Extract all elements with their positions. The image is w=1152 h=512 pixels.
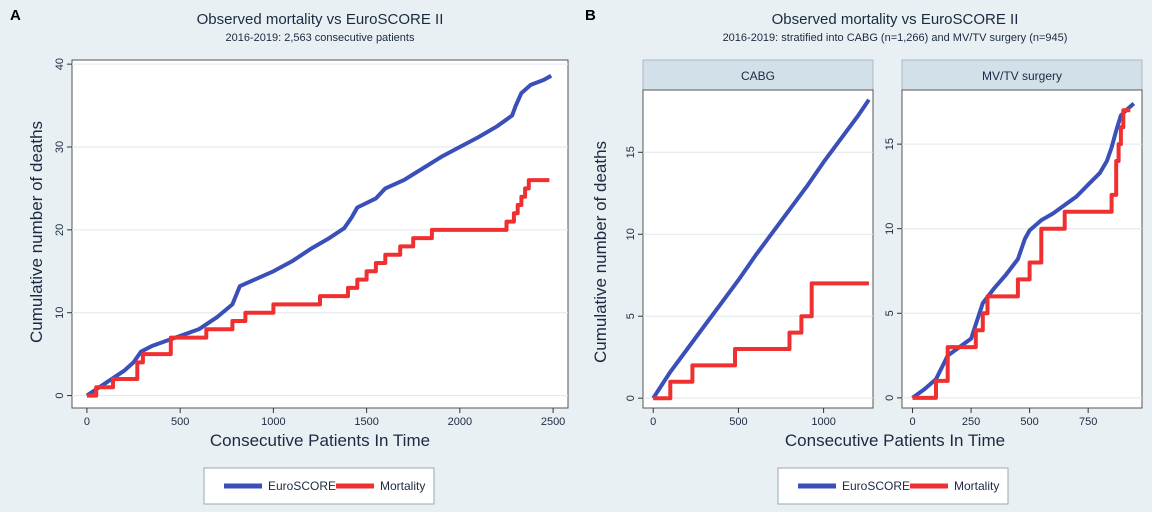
facet-mvtv-series-mortality (912, 108, 1131, 400)
chart-a-plot: 0 10 20 30 40 0 500 1000 1500 2000 2500 (54, 58, 569, 428)
facet-cabg-ytick-label-2: 10 (625, 228, 637, 240)
facet-mvtv-label: MV/TV surgery (982, 69, 1062, 83)
chart-b-legend-euroscore-label: EuroSCORE (842, 479, 910, 493)
chart-a-ytick-label-2: 20 (54, 224, 66, 236)
chart-a-legend-mortality-label: Mortality (380, 479, 425, 493)
facet-mvtv-xtick-label-0: 0 (909, 416, 915, 428)
facet-cabg-ytick-label-3: 15 (625, 146, 637, 158)
facet-cabg-strip (642, 59, 874, 91)
chart-a-series-euroscore (85, 73, 553, 398)
chart-a-ytick-label-3: 30 (54, 141, 66, 153)
chart-a-xtick-label-2: 1000 (261, 416, 285, 428)
chart-a-ylabel: Cumulative number of deaths (27, 121, 46, 343)
facet-mvtv-ytick-label-2: 10 (884, 223, 896, 235)
facet-cabg-xtick-label-2: 1000 (811, 416, 835, 428)
facet-cabg-ytick-label-1: 5 (625, 313, 637, 319)
chart-a-legend: EuroSCORE Mortality (203, 467, 435, 505)
facet-cabg-label: CABG (741, 69, 775, 83)
facet-cabg: CABG 0 5 10 15 0 500 1000 (625, 59, 874, 428)
facet-mvtv-xtick-label-3: 750 (1079, 416, 1097, 428)
chart-a-legend-euroscore-label: EuroSCORE (268, 479, 336, 493)
chart-a-ytick-label-4: 40 (54, 58, 66, 70)
chart-a-xtick-label-0: 0 (84, 416, 90, 428)
chart-a-xtick-label-1: 500 (171, 416, 189, 428)
facet-mvtv-ytick-label-3: 15 (884, 138, 896, 150)
facet-cabg-plot: 0 5 10 15 0 500 1000 (625, 89, 874, 428)
facet-mvtv: MV/TV surgery 0 5 10 15 0 250 500 750 (884, 59, 1143, 428)
chart-a-plot-area (71, 59, 569, 409)
facet-cabg-series-euroscore (651, 98, 871, 400)
chart-a-series-mortality (86, 178, 550, 398)
chart-a-ytick-label-1: 10 (54, 307, 66, 319)
chart-b-xlabel: Consecutive Patients In Time (785, 431, 1005, 450)
chart-b-subtitle: 2016-2019: stratified into CABG (n=1,266… (723, 32, 1068, 44)
facet-mvtv-strip (901, 59, 1143, 91)
facet-cabg-xtick-label-1: 500 (729, 416, 747, 428)
chart-b-legend-mortality-label: Mortality (954, 479, 999, 493)
facet-mvtv-xtick-label-1: 250 (962, 416, 980, 428)
panel-letter-a: A (10, 7, 21, 24)
chart-a-xtick-label-5: 2500 (541, 416, 565, 428)
panel-letter-b: B (585, 7, 596, 24)
chart-a-xlabel: Consecutive Patients In Time (210, 431, 430, 450)
chart-a-title: Observed mortality vs EuroSCORE II (197, 11, 444, 28)
chart-a-xtick-label-3: 1500 (354, 416, 378, 428)
chart-a-xtick-label-4: 2000 (448, 416, 472, 428)
facet-cabg-ytick-label-0: 0 (625, 395, 637, 401)
facet-cabg-xtick-label-0: 0 (650, 416, 656, 428)
chart-b-legend: EuroSCORE Mortality (777, 467, 1009, 505)
facet-mvtv-ytick-label-0: 0 (884, 395, 896, 401)
chart-a-subtitle: 2016-2019: 2,563 consecutive patients (226, 32, 415, 44)
chart-a-ytick-label-0: 0 (54, 393, 66, 399)
chart-b-ylabel: Cumulative number of deaths (591, 141, 610, 363)
chart-b-title: Observed mortality vs EuroSCORE II (772, 11, 1019, 28)
facet-mvtv-ytick-label-1: 5 (884, 310, 896, 316)
facet-mvtv-xtick-label-2: 500 (1020, 416, 1038, 428)
facet-cabg-series-mortality (653, 281, 869, 401)
facet-mvtv-plot: 0 5 10 15 0 250 500 750 (884, 89, 1143, 428)
